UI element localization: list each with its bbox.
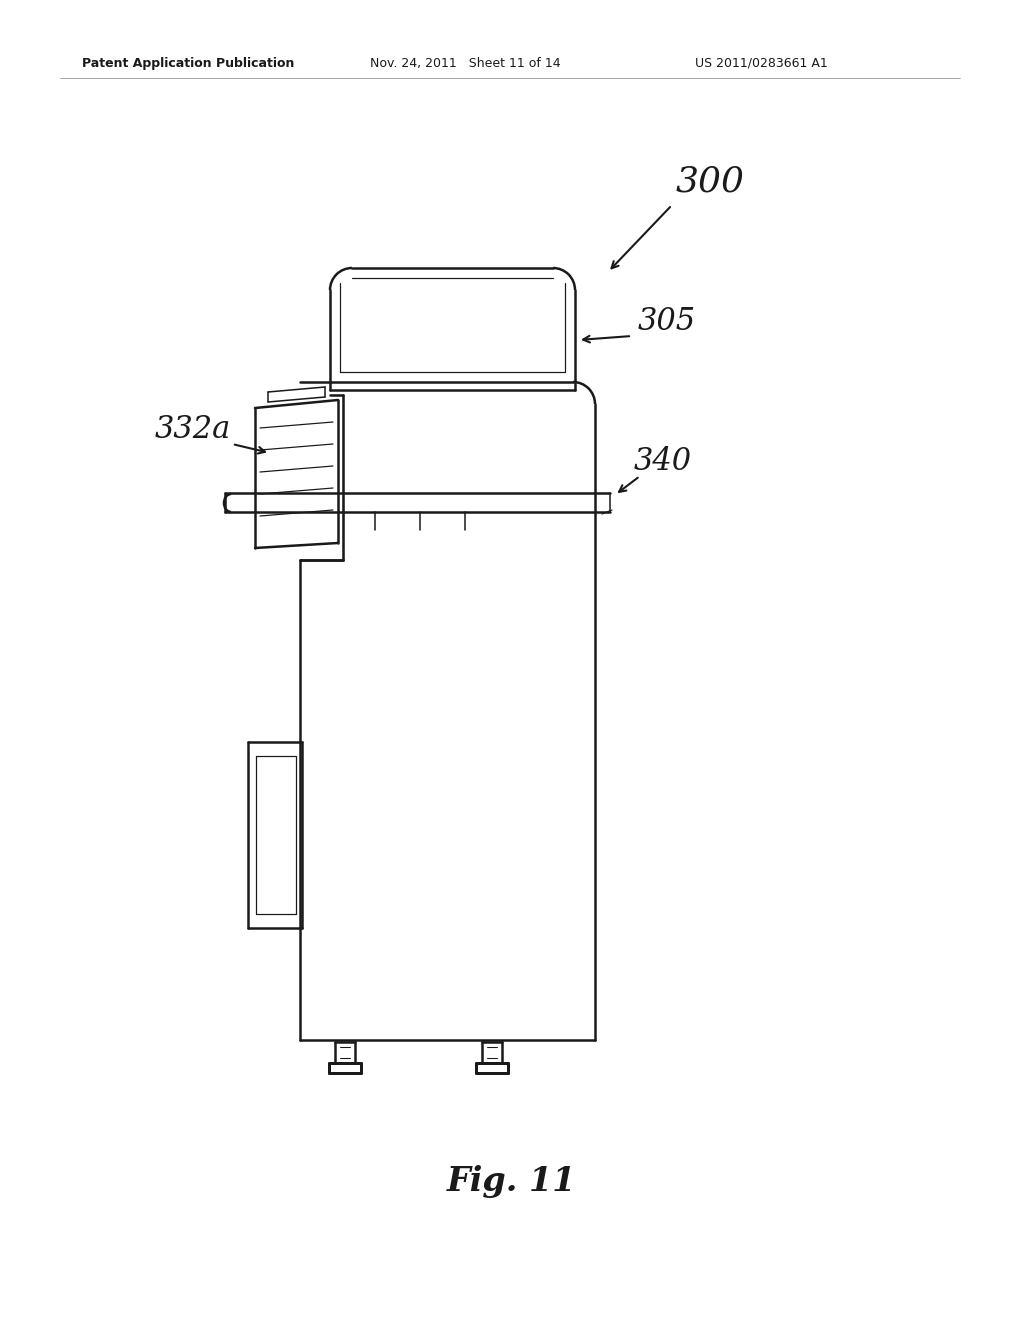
Text: Nov. 24, 2011   Sheet 11 of 14: Nov. 24, 2011 Sheet 11 of 14 [370,57,560,70]
Text: 300: 300 [676,165,745,199]
Text: Fig. 11: Fig. 11 [447,1166,577,1199]
Text: US 2011/0283661 A1: US 2011/0283661 A1 [695,57,827,70]
Text: 305: 305 [638,306,696,337]
Text: 332a: 332a [155,414,231,445]
Text: 340: 340 [634,446,692,477]
Text: Patent Application Publication: Patent Application Publication [82,57,294,70]
